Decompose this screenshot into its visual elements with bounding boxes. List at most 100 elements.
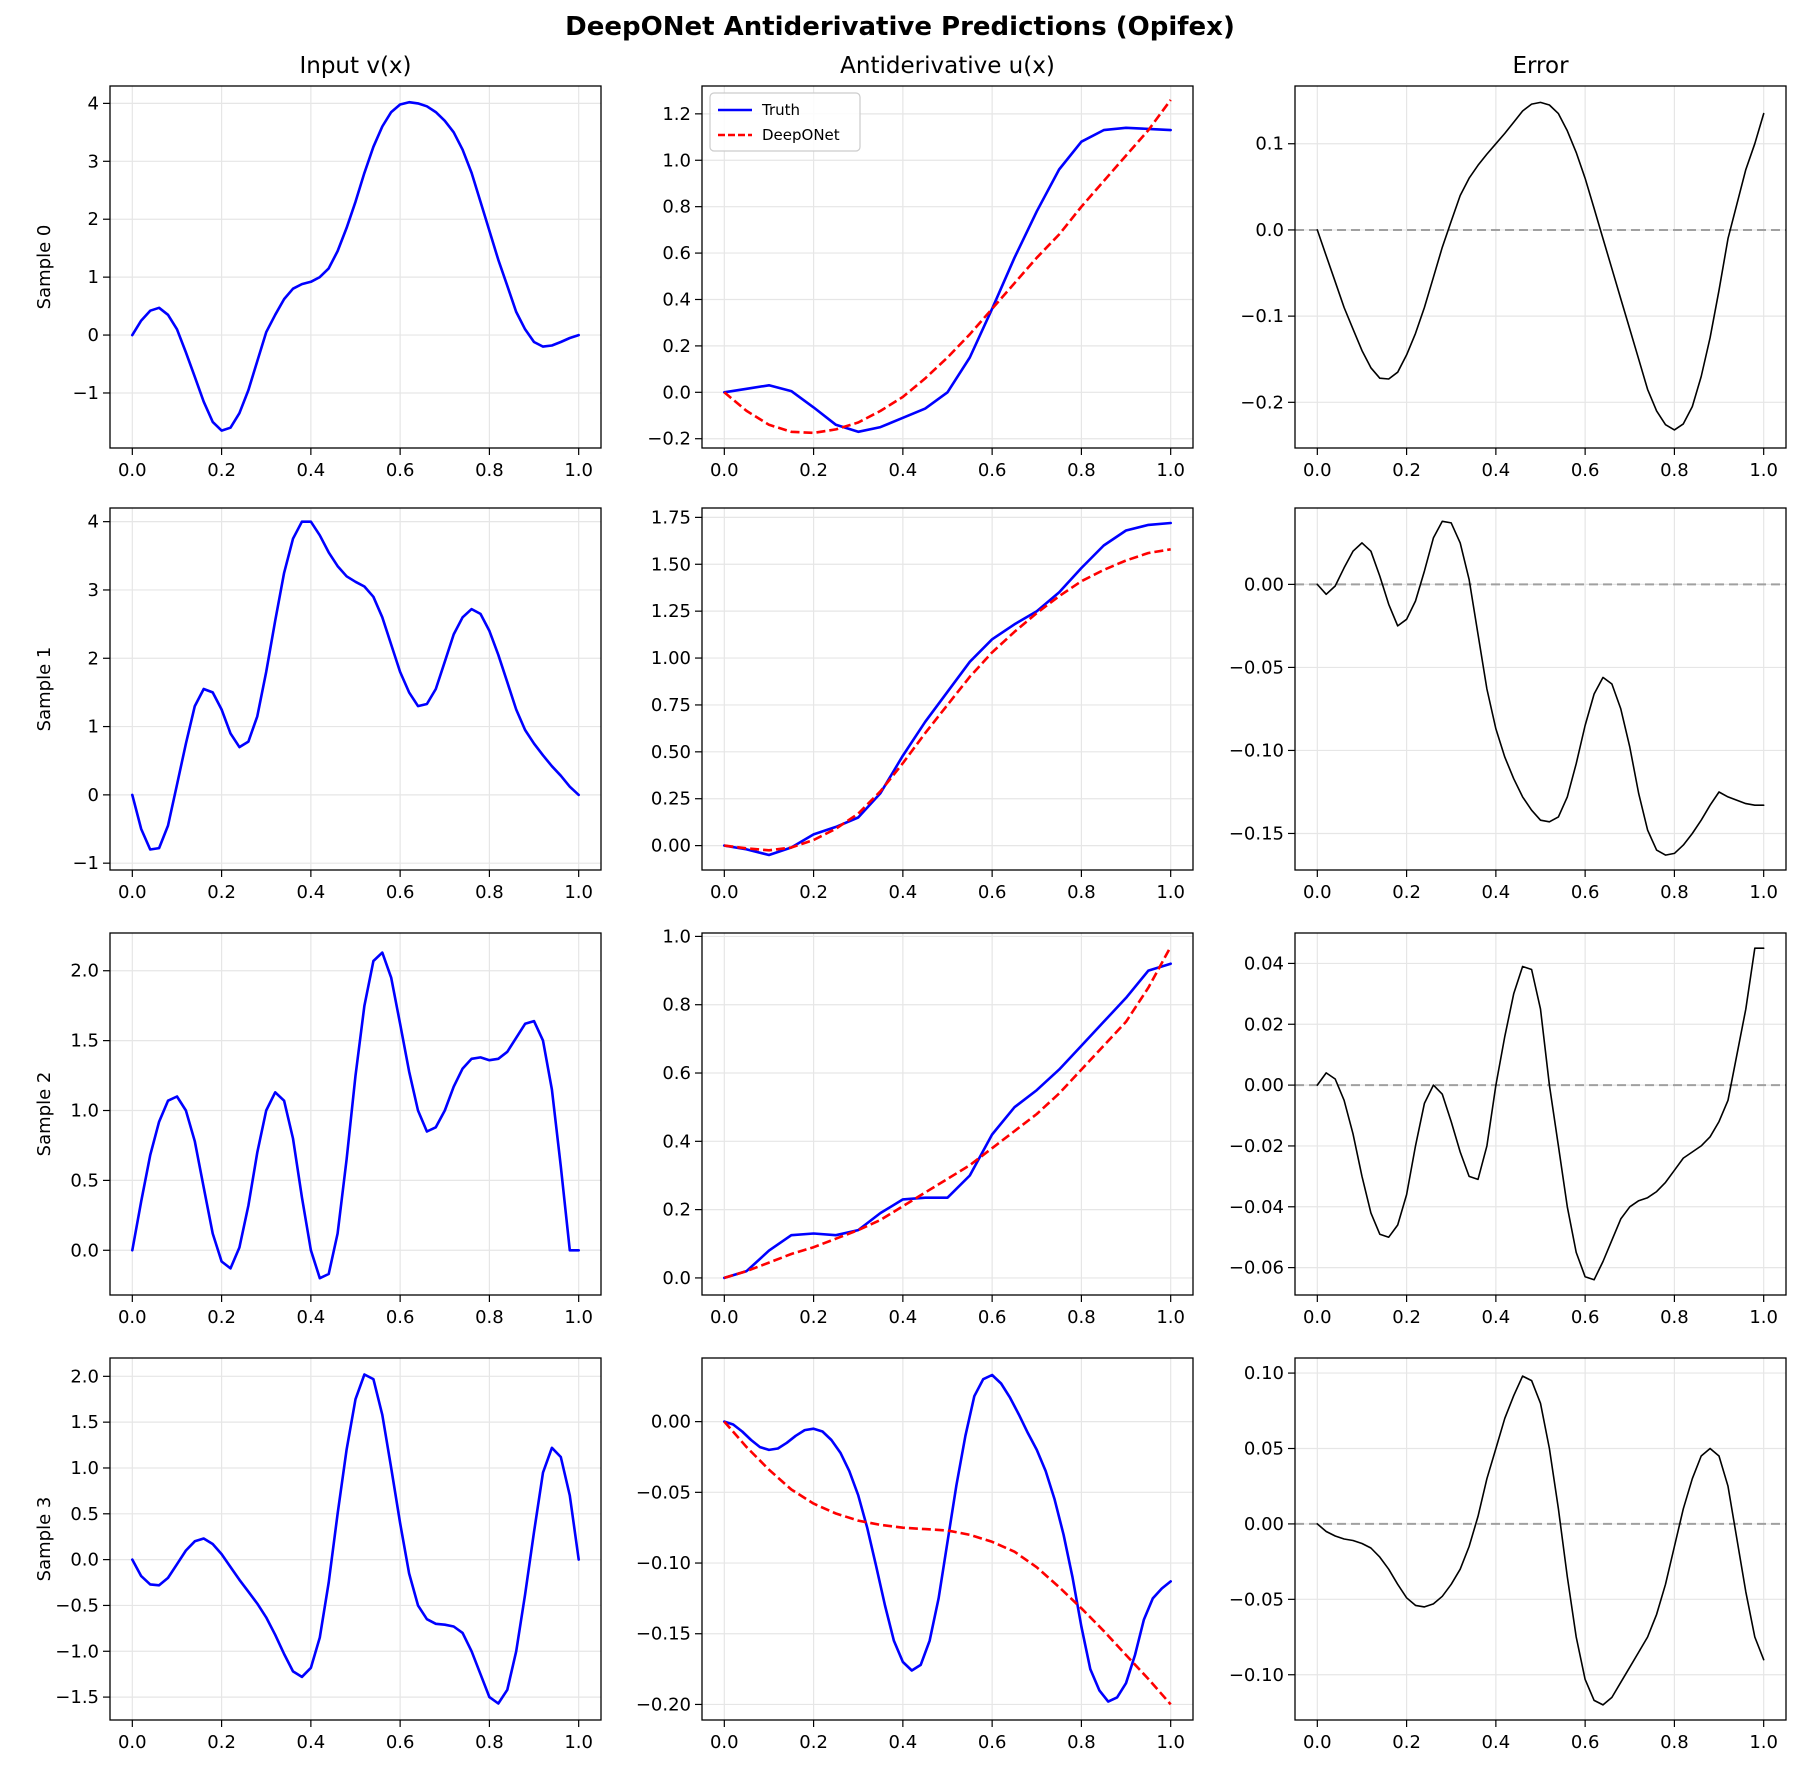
x-tick-label: 0.8 (1067, 882, 1096, 903)
subplot-r0c1: 0.0 0.2 0.4 0.6 0.8 1.0 −0.2 0.0 0.2 0.4 0.6 0.8 1.0… (647, 85, 1194, 481)
y-tick-label: 0.0 (1255, 220, 1284, 241)
x-tick-label: 0.8 (1067, 460, 1096, 481)
x-tick-label: 0.2 (799, 1307, 828, 1328)
y-tick-label: 0.4 (662, 1131, 691, 1152)
x-tick-label: 1.0 (564, 1732, 593, 1753)
y-tick-label: −0.10 (1229, 1665, 1284, 1686)
subplot-r3c1: 0.0 0.2 0.4 0.6 0.8 1.0 −0.20 −0.15 −0.10 −0.05 0.… (636, 1357, 1194, 1753)
y-tick-label: −0.05 (1229, 1589, 1284, 1610)
input-series-line (131, 520, 581, 851)
y-tick-label: 1.2 (662, 104, 691, 125)
axes-frame (109, 507, 602, 871)
subplot-r1c0: 0.0 0.2 0.4 0.6 0.8 1.0 −1 0 1 2 3 4 (72, 507, 602, 903)
prediction-series-line (723, 946, 1172, 1280)
y-tick-label: 4 (88, 512, 99, 533)
x-tick-label: 0.2 (207, 882, 236, 903)
x-tick-label: 0.6 (386, 1732, 415, 1753)
y-tick-label: −0.06 (1229, 1258, 1284, 1279)
axes-frame (1294, 507, 1787, 871)
y-tick-label: 0.0 (70, 1550, 99, 1571)
y-tick-label: −0.10 (1229, 740, 1284, 761)
x-tick-label: 0.2 (207, 1732, 236, 1753)
x-tick-label: 0.6 (386, 882, 415, 903)
row-label-0: Sample 0 (34, 225, 55, 310)
x-tick-label: 0.0 (710, 460, 739, 481)
x-tick-label: 0.6 (1571, 882, 1600, 903)
subplot-r0c2: 0.0 0.2 0.4 0.6 0.8 1.0 −0.2 −0.1 0.0 0.1 (1240, 85, 1787, 481)
prediction-series-line (723, 1420, 1172, 1706)
y-tick-label: 1.5 (70, 1031, 99, 1052)
y-tick-label: 3 (88, 151, 99, 172)
x-tick-label: 0.8 (475, 882, 504, 903)
x-tick-label: 0.4 (889, 460, 918, 481)
y-tick-label: −0.2 (1240, 392, 1284, 413)
y-tick-label: 4 (88, 93, 99, 114)
x-tick-label: 0.0 (710, 1732, 739, 1753)
x-tick-label: 1.0 (1749, 460, 1778, 481)
x-tick-label: 0.0 (118, 1732, 147, 1753)
subplot-grid: Input v(x) Antiderivative u(x) Error Sample… (34, 53, 1787, 1753)
x-tick-label: 0.6 (1571, 460, 1600, 481)
y-tick-label: −0.1 (1240, 306, 1284, 327)
y-tick-label: 0.6 (662, 243, 691, 264)
subplot-r1c1: 0.0 0.2 0.4 0.6 0.8 1.0 0.00 0.25 0.50 0.75 1.00 1.… (651, 507, 1194, 903)
legend-truth-label: Truth (761, 101, 800, 119)
y-tick-label: 0.10 (1244, 1363, 1284, 1384)
y-tick-label: −0.15 (636, 1624, 691, 1645)
axes-frame (701, 1357, 1194, 1721)
y-tick-label: −0.2 (647, 429, 691, 450)
y-tick-label: 0.6 (662, 1063, 691, 1084)
row-label-2: Sample 2 (34, 1072, 55, 1157)
x-tick-label: 0.6 (386, 1307, 415, 1328)
x-tick-label: 1.0 (1156, 1307, 1185, 1328)
x-tick-label: 0.4 (1482, 460, 1511, 481)
y-tick-label: −1 (72, 853, 99, 874)
y-tick-label: −0.10 (636, 1553, 691, 1574)
x-tick-label: 0.2 (207, 460, 236, 481)
x-tick-label: 0.6 (978, 1307, 1007, 1328)
y-tick-label: 0.0 (662, 382, 691, 403)
error-series-line (1316, 101, 1765, 431)
legend-deeponet-label: DeepONet (762, 126, 840, 144)
x-tick-label: 1.0 (564, 1307, 593, 1328)
y-tick-label: 0.2 (662, 336, 691, 357)
x-tick-label: 1.0 (1749, 1307, 1778, 1328)
x-tick-label: 1.0 (1749, 882, 1778, 903)
axes-frame (109, 1357, 602, 1721)
x-tick-label: 1.0 (1156, 882, 1185, 903)
y-tick-label: 0.1 (1255, 134, 1284, 155)
y-tick-label: 2.0 (70, 961, 99, 982)
truth-series-line (722, 126, 1172, 434)
axes-frame (109, 85, 602, 449)
y-tick-label: 0.04 (1244, 953, 1284, 974)
x-tick-label: 0.8 (1660, 1732, 1689, 1753)
y-tick-label: −0.15 (1229, 823, 1284, 844)
column-title-1: Antiderivative u(x) (840, 53, 1055, 79)
y-tick-label: −0.02 (1229, 1136, 1284, 1157)
y-tick-label: −0.04 (1229, 1197, 1284, 1218)
y-tick-label: 0 (88, 325, 99, 346)
x-tick-label: 0.4 (889, 882, 918, 903)
x-tick-label: 0.2 (1392, 1307, 1421, 1328)
x-tick-label: 0.2 (799, 1732, 828, 1753)
error-series-line (1316, 520, 1765, 856)
x-tick-label: 0.8 (1067, 1732, 1096, 1753)
x-tick-label: 0.0 (1303, 1732, 1332, 1753)
x-tick-label: 0.8 (475, 460, 504, 481)
x-tick-label: 0.8 (475, 1307, 504, 1328)
x-tick-label: 0.2 (207, 1307, 236, 1328)
subplot-r2c0: 0.0 0.2 0.4 0.6 0.8 1.0 0.0 0.5 1.0 1.5 2.0 (70, 932, 602, 1328)
y-tick-label: 0.00 (651, 836, 691, 857)
y-tick-label: 1 (88, 717, 99, 738)
column-title-0: Input v(x) (299, 53, 411, 79)
y-tick-label: 0.0 (662, 1268, 691, 1289)
y-tick-label: 1.50 (651, 554, 691, 575)
y-tick-label: 1 (88, 267, 99, 288)
x-tick-label: 1.0 (564, 460, 593, 481)
row-label-1: Sample 1 (34, 647, 55, 732)
y-tick-label: 1.75 (651, 507, 691, 528)
x-tick-label: 0.4 (889, 1732, 918, 1753)
x-tick-label: 1.0 (1156, 460, 1185, 481)
truth-series-line (722, 521, 1172, 857)
